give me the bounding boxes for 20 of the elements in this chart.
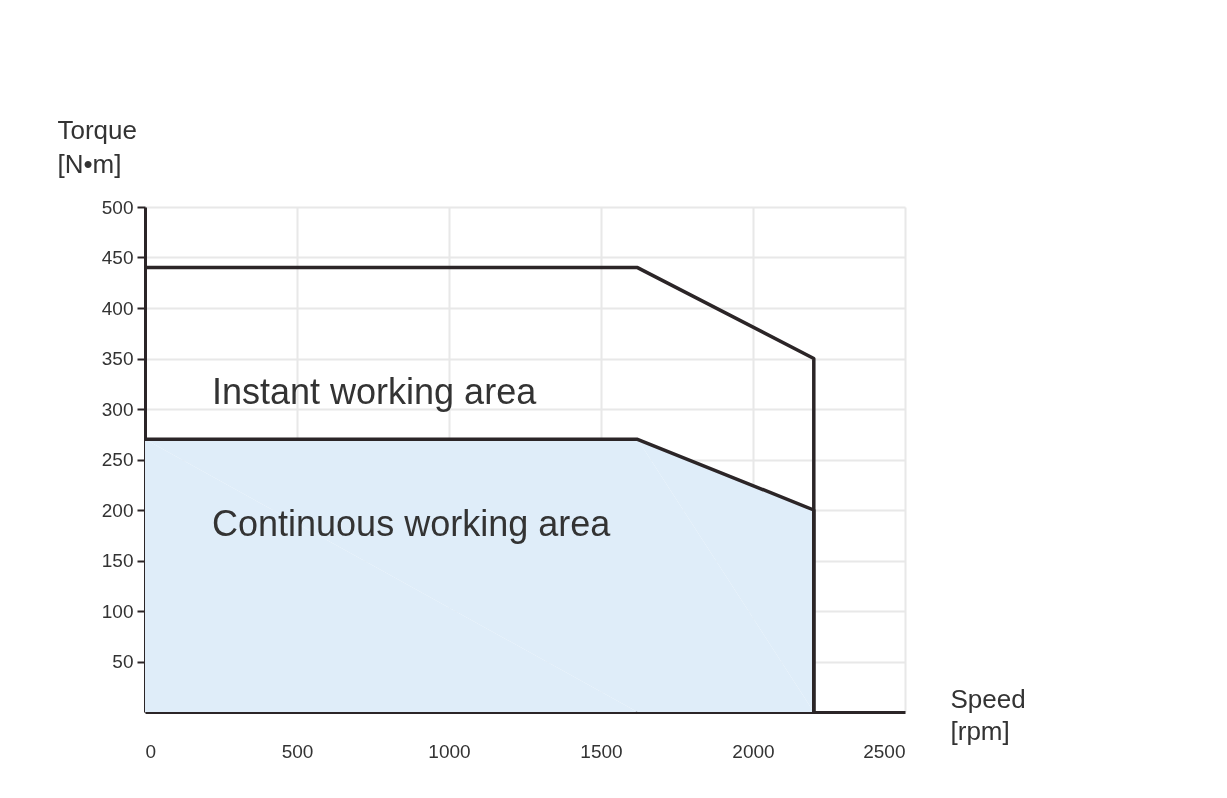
annotation: Continuous working area <box>212 503 612 544</box>
x-tick-label: 1000 <box>428 740 471 762</box>
x-tick-label: 2000 <box>732 740 775 762</box>
y-tick-label: 400 <box>101 297 134 319</box>
y-tick-label: 450 <box>101 247 134 268</box>
x-tick-label: 1500 <box>580 740 623 762</box>
x-tick-label: 0 <box>145 740 157 762</box>
y-axis-title: Torque [N•m] <box>57 114 137 179</box>
x-tick-label: 2500 <box>863 740 906 762</box>
y-tick-label: 150 <box>101 550 134 571</box>
y-tick-label: 50 <box>112 651 134 672</box>
y-tick-label: 250 <box>101 449 134 470</box>
y-tick-label: 200 <box>101 499 134 521</box>
x-tick-label: 500 <box>281 740 314 762</box>
y-tick-label: 500 <box>101 196 134 218</box>
x-axis-title: Speed [rpm] <box>950 683 1026 746</box>
annotation: Instant working area <box>212 371 538 412</box>
y-tick-label: 300 <box>101 398 134 420</box>
y-tick-label: 350 <box>101 348 134 369</box>
y-tick-label: 100 <box>101 600 134 622</box>
